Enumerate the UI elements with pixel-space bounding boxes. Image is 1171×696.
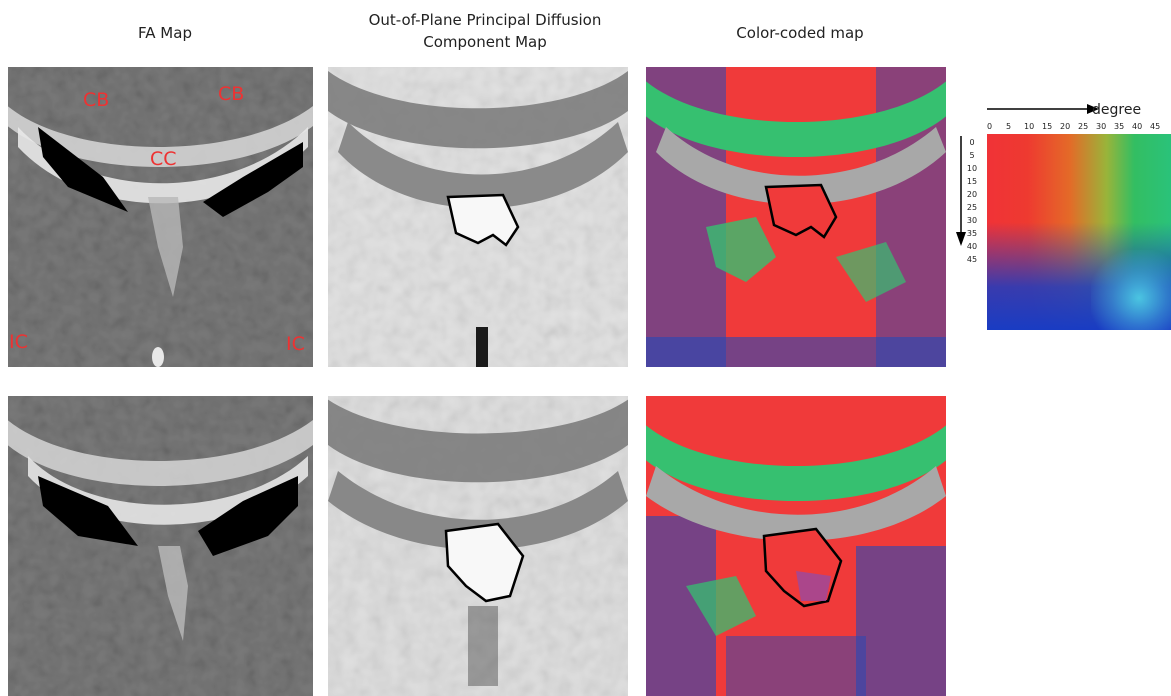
fa-map-bottom-image xyxy=(8,396,313,696)
color-scale-cyan-region xyxy=(1091,250,1171,330)
degree-arrow-right-icon xyxy=(987,104,1099,114)
legend-y-tick: 30 xyxy=(966,216,978,225)
ic-left-label: IC xyxy=(9,331,28,353)
legend-y-tick: 15 xyxy=(966,177,978,186)
out-of-plane-title-line1: Out-of-Plane Principal Diffusion xyxy=(368,11,602,29)
legend-y-tick: 10 xyxy=(966,164,978,173)
legend-x-tick: 15 xyxy=(1042,122,1053,131)
legend-degree-label: degree xyxy=(1092,102,1142,118)
cb-left-label: CB xyxy=(83,89,110,111)
legend-x-tick: 40 xyxy=(1132,122,1143,131)
out-of-plane-title-line2: Component Map xyxy=(423,33,547,51)
fa-map-top-image xyxy=(8,67,313,367)
legend-x-tick: 25 xyxy=(1078,122,1089,131)
out-of-plane-title: Out-of-Plane Principal Diffusion Compone… xyxy=(320,9,650,53)
color-coded-map-top-image xyxy=(646,67,946,367)
legend-x-tick: 30 xyxy=(1096,122,1107,131)
degree-arrow-down-icon xyxy=(956,136,966,246)
fa-map-top xyxy=(8,67,313,367)
color-coded-map-bottom-image xyxy=(646,396,946,696)
color-coded-title: Color-coded map xyxy=(736,24,864,42)
legend-y-tick: 25 xyxy=(966,203,978,212)
legend-y-tick: 45 xyxy=(966,255,978,264)
fa-map-bottom xyxy=(8,396,313,696)
legend-x-tick: 20 xyxy=(1060,122,1071,131)
legend-x-tick: 45 xyxy=(1150,122,1161,131)
legend-x-tick: 35 xyxy=(1114,122,1125,131)
legend-y-tick: 0 xyxy=(969,138,975,147)
fa-map-title: FA Map xyxy=(138,24,192,42)
cc-label: CC xyxy=(150,148,177,170)
legend-x-tick: 10 xyxy=(1024,122,1035,131)
color-scale-square xyxy=(987,134,1171,330)
legend-y-tick: 5 xyxy=(969,151,975,160)
legend-x-tick: 5 xyxy=(1006,122,1012,131)
color-coded-map-top xyxy=(646,67,946,367)
out-of-plane-map-bottom-image xyxy=(328,396,628,696)
legend-y-tick: 20 xyxy=(966,190,978,199)
cb-right-label: CB xyxy=(218,83,245,105)
ic-right-label: IC xyxy=(286,333,305,355)
legend-y-tick: 40 xyxy=(966,242,978,251)
color-coded-map-bottom xyxy=(646,396,946,696)
degree-legend: degree 0 5 10 15 20 25 30 35 40 45 0 5 1… xyxy=(956,100,1171,340)
legend-y-tick: 35 xyxy=(966,229,978,238)
out-of-plane-map-top-image xyxy=(328,67,628,367)
out-of-plane-map-bottom xyxy=(328,396,628,696)
out-of-plane-map-top xyxy=(328,67,628,367)
legend-x-tick: 0 xyxy=(987,122,993,131)
